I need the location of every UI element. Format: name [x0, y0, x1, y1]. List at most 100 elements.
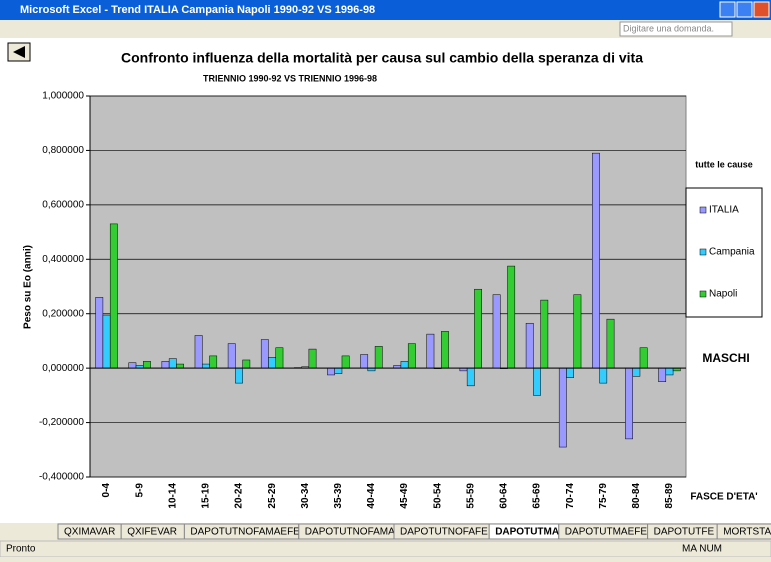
plot-area — [89, 95, 687, 478]
bar — [168, 358, 177, 369]
x-tick-label: 50-54 — [432, 483, 443, 509]
y-tick-label: 0,400000 — [42, 254, 84, 265]
y-tick-label: -0,200000 — [39, 417, 84, 428]
legend-label: ITALIA — [709, 205, 739, 216]
legend-label: Campania — [709, 247, 755, 258]
status-bar — [0, 540, 771, 558]
bar — [441, 331, 449, 369]
x-tick-label: 15-19 — [201, 483, 212, 509]
back-icon — [13, 46, 25, 58]
x-tick-label: 60-64 — [499, 483, 510, 509]
toolbar — [0, 20, 771, 38]
legend-swatch — [699, 290, 707, 298]
bar — [400, 361, 409, 369]
bar — [407, 343, 416, 369]
minimize[interactable] — [719, 1, 736, 18]
bar — [161, 361, 170, 369]
chart-subtitle: TRIENNIO 1990-92 VS TRIENNIO 1996-98 — [203, 73, 377, 83]
bar — [128, 362, 137, 369]
x-tick-label: 80-84 — [631, 483, 642, 509]
bar — [592, 152, 600, 369]
bar — [558, 367, 567, 448]
sheet-tab-label: DAPOTUTMAEFE — [565, 527, 648, 538]
y-axis-label: Peso su Eo (anni) — [23, 245, 34, 329]
x-tick-label: 0-4 — [101, 483, 112, 498]
x-tick-label: 30-34 — [300, 483, 311, 509]
bar — [176, 363, 184, 369]
sheet-tab-label: DAPOTUTNOFAFE — [400, 527, 488, 538]
sheet-tab-label: DAPOTUTNOFAMAEFE — [190, 527, 300, 538]
sheet-tab-label: MORTSTAFE — [723, 527, 771, 538]
x-tick-label: 25-29 — [267, 483, 278, 509]
bar — [426, 333, 435, 369]
bar — [658, 367, 667, 382]
bar — [466, 367, 475, 387]
bar — [474, 288, 482, 369]
bar — [275, 347, 284, 369]
chart-title: Confronto influenza della mortalità per … — [121, 50, 643, 66]
bar — [525, 322, 534, 369]
title-bar — [0, 0, 771, 20]
bar — [235, 367, 243, 384]
sheet-tab-label: DAPOTUTNOFAMA — [305, 527, 395, 538]
bar — [374, 346, 383, 369]
x-tick-label: 5-9 — [134, 483, 145, 498]
sheet-tab-label: QXIMAVAR — [64, 527, 115, 538]
y-tick-label: 0,800000 — [42, 145, 84, 156]
maximize[interactable] — [736, 1, 753, 18]
y-tick-label: 0,600000 — [42, 199, 84, 210]
bar — [573, 294, 582, 369]
bar — [625, 367, 633, 440]
y-tick-label: 1,000000 — [42, 91, 84, 102]
bar — [639, 347, 648, 369]
sheet-tab[interactable] — [716, 523, 771, 540]
bar — [260, 339, 269, 369]
bar — [242, 359, 251, 369]
x-tick-label: 55-59 — [465, 483, 476, 509]
y-tick-label: 0,200000 — [42, 308, 84, 319]
x-tick-label: 85-89 — [664, 483, 675, 509]
bar — [308, 348, 317, 369]
bar — [209, 355, 218, 369]
x-tick-label: 45-49 — [399, 483, 410, 509]
bar — [665, 367, 674, 376]
bar — [360, 354, 369, 369]
annotation: MASCHI — [702, 351, 749, 365]
x-tick-label: 40-44 — [366, 483, 377, 509]
bar — [606, 318, 615, 369]
close[interactable] — [753, 1, 770, 18]
bar — [327, 367, 335, 376]
bar — [143, 361, 151, 369]
bar — [201, 363, 210, 369]
bar — [599, 367, 608, 384]
x-tick-label: 65-69 — [532, 483, 543, 509]
legend-box — [685, 187, 763, 318]
x-tick-label: 70-74 — [565, 483, 576, 509]
window-title: Microsoft Excel - Trend ITALIA Campania … — [20, 4, 375, 16]
bar — [109, 223, 118, 369]
bar — [227, 343, 236, 369]
sheet-tab-label: DAPOTUTFE — [654, 527, 715, 538]
bar — [95, 297, 104, 369]
bar — [540, 299, 549, 369]
y-tick-label: -0,400000 — [39, 472, 84, 483]
sheet-tab-label: DAPOTUTMA — [495, 527, 559, 538]
status-left: Pronto — [6, 544, 36, 555]
legend-title: tutte le cause — [695, 159, 753, 169]
search-box[interactable] — [619, 21, 733, 37]
bar — [533, 367, 541, 396]
bar — [566, 367, 575, 378]
bar — [492, 294, 501, 369]
x-tick-label: 20-24 — [234, 483, 245, 509]
bar — [102, 314, 111, 369]
bar — [268, 357, 277, 369]
search-placeholder: Digitare una domanda. — [623, 23, 714, 33]
bar — [194, 335, 203, 369]
x-tick-label: 10-14 — [167, 483, 178, 509]
sheet-tab-label: QXIFEVAR — [127, 527, 177, 538]
x-axis-label: FASCE D'ETA' — [690, 492, 757, 503]
y-tick-label: 0,000000 — [42, 363, 84, 374]
bar — [341, 355, 350, 369]
